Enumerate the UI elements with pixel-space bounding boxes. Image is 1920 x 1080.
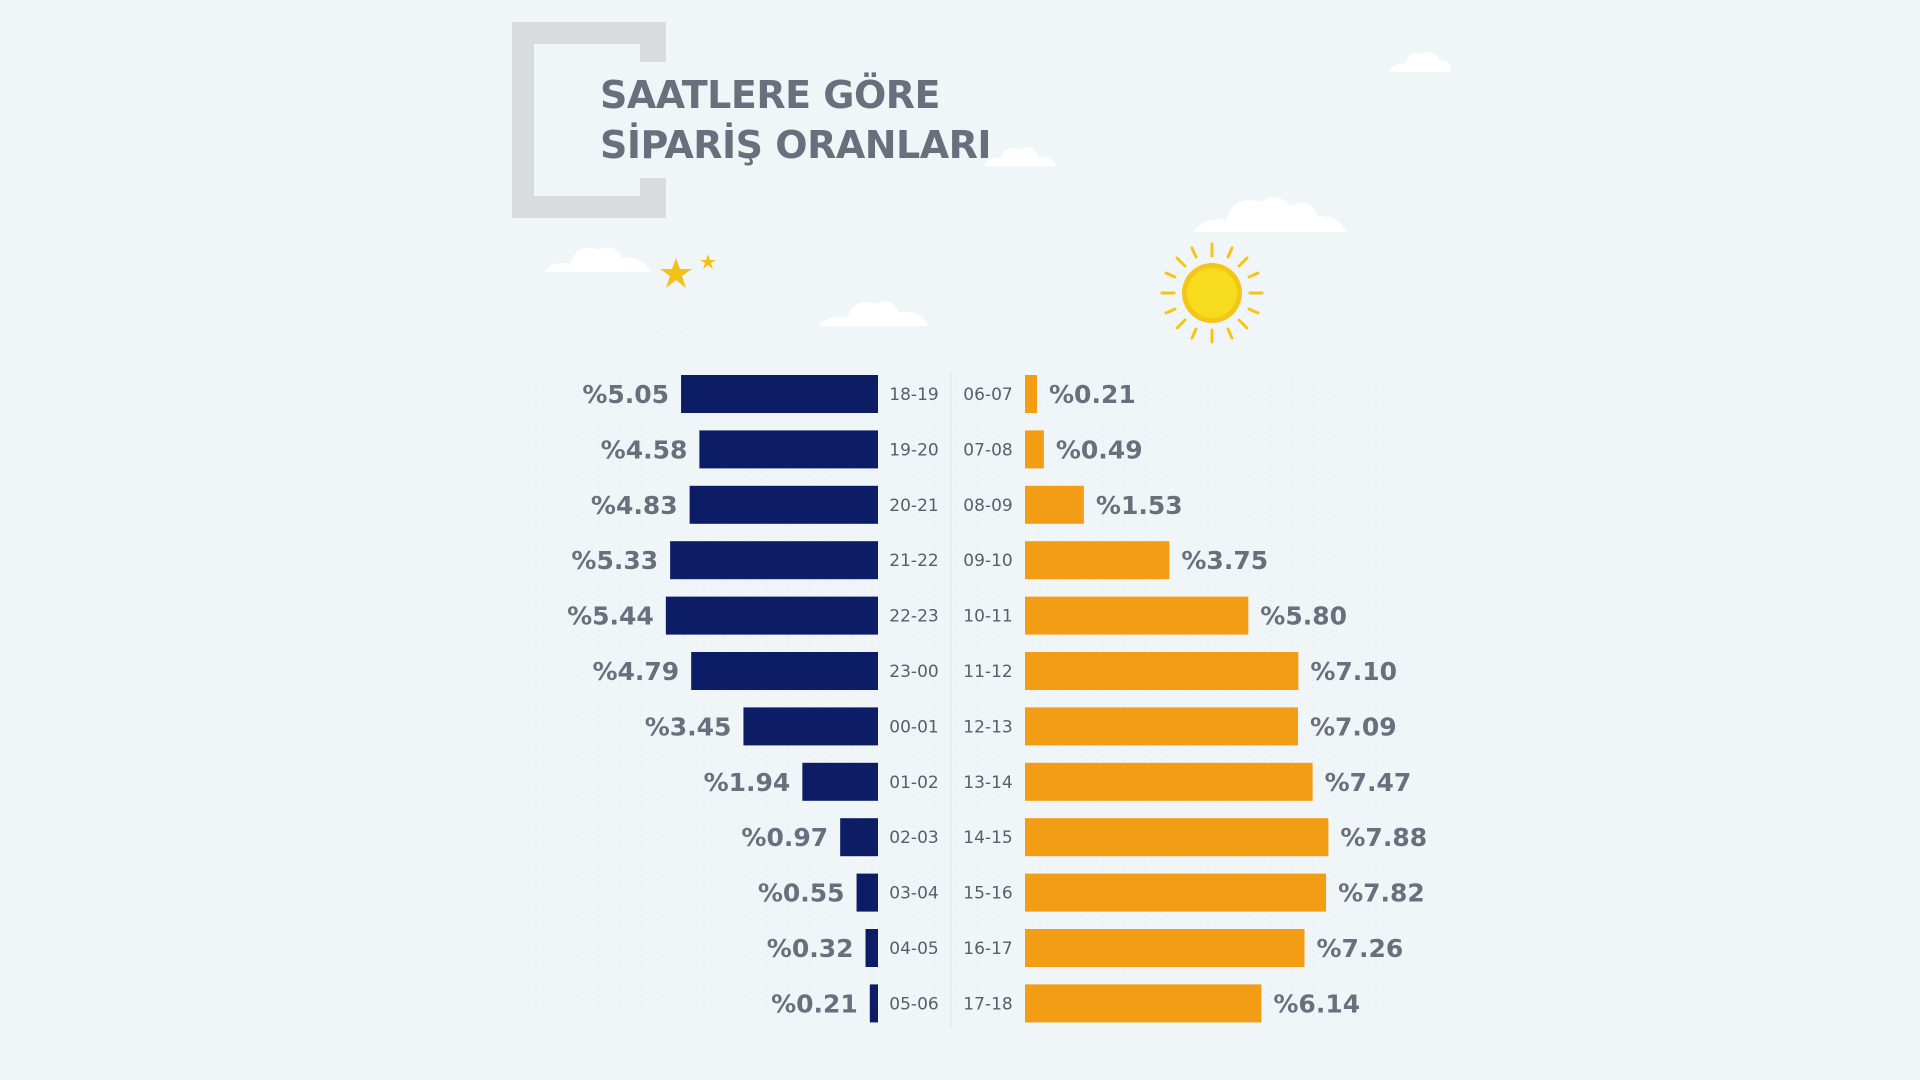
day-value-label: %1.53 [1096, 491, 1183, 520]
day-bar [1025, 541, 1170, 580]
day-value-label: %3.75 [1181, 546, 1268, 575]
night-value-label: %4.79 [592, 657, 679, 686]
night-hour-label: 18-19 [889, 385, 938, 405]
title-line-1: SAATLERE GÖRE [600, 73, 941, 117]
night-value-label: %4.83 [591, 491, 678, 520]
day-hour-label: 10-11 [963, 607, 1012, 627]
night-bar [665, 596, 878, 635]
title-bracket-cap-bottom [640, 178, 666, 218]
night-bar [681, 375, 878, 413]
day-value-label: %6.14 [1273, 989, 1360, 1018]
night-value-label: %5.05 [582, 380, 669, 409]
day-value-label: %7.09 [1310, 712, 1397, 741]
day-value-label: %7.47 [1325, 768, 1412, 797]
crescent-moon-with-stars-icon [650, 240, 731, 332]
night-value-label: %5.33 [571, 546, 658, 575]
night-bar [689, 485, 878, 524]
night-value-label: %4.58 [601, 435, 688, 464]
cloud-icon [1194, 196, 1346, 232]
day-bar [1025, 430, 1044, 469]
night-hour-label: 03-04 [889, 884, 938, 904]
night-value-label: %3.45 [645, 712, 732, 741]
night-hour-label: 19-20 [889, 440, 938, 460]
title-bracket [512, 22, 666, 218]
night-bar [865, 929, 878, 967]
day-hour-label: 13-14 [963, 773, 1012, 793]
day-hour-label: 08-09 [963, 496, 1012, 516]
day-bar [1025, 929, 1305, 967]
day-value-label: %7.82 [1338, 879, 1425, 908]
day-bar [1025, 818, 1329, 857]
night-bar [699, 430, 878, 469]
night-value-label: %0.97 [741, 823, 828, 852]
day-bar [1025, 485, 1084, 524]
night-hour-label: 20-21 [889, 496, 938, 516]
night-value-label: %5.44 [567, 602, 654, 631]
day-hour-label: 15-16 [963, 884, 1012, 904]
day-hour-label: 17-18 [963, 994, 1012, 1014]
day-bar [1025, 375, 1037, 413]
day-hour-label: 12-13 [963, 717, 1012, 737]
day-bar [1025, 984, 1262, 1023]
night-bar [670, 541, 878, 580]
day-value-label: %7.88 [1340, 823, 1427, 852]
chart-grid [514, 372, 1398, 1028]
night-hour-label: 05-06 [889, 994, 938, 1014]
day-hour-label: 11-12 [963, 662, 1012, 682]
day-hour-label: 16-17 [963, 939, 1012, 959]
cloud-icon [984, 147, 1056, 166]
day-bar [1025, 652, 1299, 690]
night-hour-label: 01-02 [889, 773, 938, 793]
title-line-2: SİPARİŞ ORANLARI [600, 123, 992, 167]
day-hour-label: 09-10 [963, 551, 1012, 571]
day-value-label: %0.21 [1049, 380, 1136, 409]
night-bar [802, 762, 878, 801]
night-bar [691, 652, 878, 690]
night-value-label: %1.94 [704, 768, 791, 797]
day-hour-label: 14-15 [963, 828, 1012, 848]
day-value-label: %7.26 [1317, 934, 1404, 963]
title-bracket-cap-top [640, 22, 666, 62]
day-value-label: %5.80 [1260, 602, 1347, 631]
day-value-label: %7.10 [1310, 657, 1397, 686]
night-hour-label: 23-00 [889, 662, 938, 682]
night-bar [743, 707, 878, 746]
night-bar [840, 818, 878, 857]
cloud-icon [544, 247, 650, 272]
night-hour-label: 02-03 [889, 828, 938, 848]
night-bar [856, 873, 878, 912]
day-bar [1025, 873, 1327, 912]
day-hour-label: 06-07 [963, 385, 1012, 405]
night-value-label: %0.21 [771, 989, 858, 1018]
day-hour-label: 07-08 [963, 440, 1012, 460]
night-bar [869, 984, 878, 1023]
night-value-label: %0.55 [758, 879, 845, 908]
cloud-icon [1390, 52, 1451, 72]
night-hour-label: 00-01 [889, 717, 938, 737]
sun-icon [1160, 242, 1264, 344]
page-title: SAATLERE GÖRE SİPARİŞ ORANLARI [600, 70, 992, 170]
day-bar [1025, 707, 1298, 746]
night-hour-label: 22-23 [889, 607, 938, 627]
night-value-label: %0.32 [767, 934, 854, 963]
night-hour-label: 21-22 [889, 551, 938, 571]
night-hour-label: 04-05 [889, 939, 938, 959]
day-bar [1025, 762, 1313, 801]
day-value-label: %0.49 [1056, 435, 1143, 464]
cloud-icon [819, 301, 929, 326]
chart-marks: %5.05 18-19 %4.58 19-20 %4.83 20-21 %5.33 21-22… [567, 375, 1427, 1023]
day-bar [1025, 596, 1249, 635]
